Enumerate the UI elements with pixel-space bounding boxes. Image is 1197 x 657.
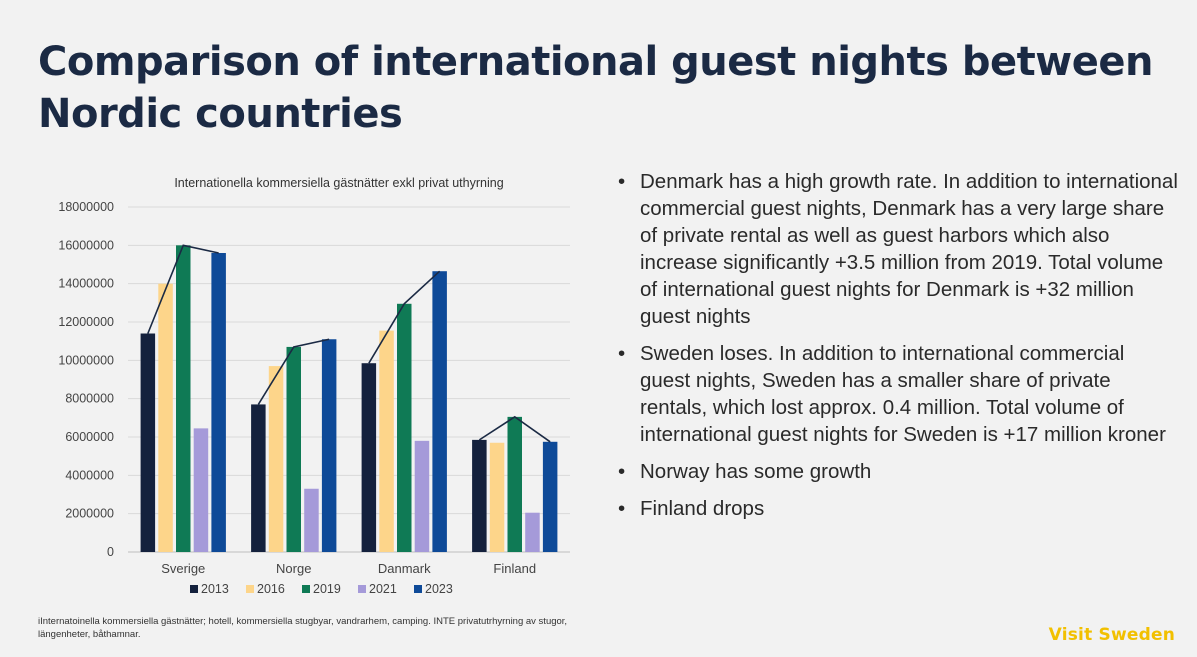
- legend-swatch: [302, 585, 310, 593]
- x-tick-label: Norge: [276, 561, 311, 576]
- legend-swatch: [358, 585, 366, 593]
- bar: [176, 245, 191, 552]
- bar: [489, 442, 505, 552]
- footnote: iInternatoinella kommersiella gästnätter…: [38, 616, 568, 640]
- bar: [414, 440, 430, 552]
- chart-title: Internationella kommersiella gästnätter …: [174, 176, 503, 190]
- trend-line: [257, 338, 330, 405]
- chart-area: Internationella kommersiella gästnätter …: [30, 168, 590, 608]
- y-tick-label: 10000000: [58, 353, 114, 367]
- x-tick-label: Danmark: [378, 561, 431, 576]
- y-tick-label: 14000000: [58, 277, 114, 291]
- bullet-text: Finland drops: [640, 497, 765, 520]
- bullet-dot: •: [618, 170, 626, 193]
- legend-swatch: [190, 585, 198, 593]
- y-tick-label: 16000000: [58, 238, 114, 252]
- trend-line: [147, 244, 219, 334]
- bar: [542, 441, 558, 552]
- y-tick-label: 0: [107, 545, 114, 559]
- bar: [211, 253, 226, 552]
- bar: [251, 404, 266, 552]
- legend-label: 2016: [257, 582, 285, 596]
- bar-chart: Internationella kommersiella gästnätter …: [58, 176, 570, 596]
- bar: [379, 330, 394, 552]
- x-tick-label: Finland: [493, 561, 536, 576]
- bar: [432, 271, 447, 552]
- legend-label: 2013: [201, 582, 229, 596]
- bullet-item: • Sweden loses. In addition to internatio…: [618, 340, 1178, 448]
- brand-logo: Visit Sweden: [1048, 625, 1175, 645]
- y-tick-label: 4000000: [65, 468, 114, 482]
- bar: [321, 339, 337, 552]
- bullet-item: • Finland drops: [618, 495, 1178, 522]
- legend-label: 2021: [369, 582, 397, 596]
- bullet-list: • Denmark has a high growth rate. In addi…: [618, 168, 1178, 532]
- bar: [507, 416, 522, 552]
- bar: [286, 346, 301, 552]
- bar: [304, 488, 319, 552]
- trend-line: [478, 415, 551, 443]
- bullet-dot: •: [618, 460, 626, 483]
- bullet-text: Norway has some growth: [640, 460, 872, 483]
- bar: [472, 439, 487, 552]
- y-tick-label: 2000000: [65, 507, 114, 521]
- legend-swatch: [246, 585, 254, 593]
- bullet-item: • Norway has some growth: [618, 458, 1178, 485]
- bar: [158, 283, 173, 552]
- y-tick-label: 6000000: [65, 430, 114, 444]
- trend-line: [368, 270, 441, 364]
- bar: [525, 512, 540, 552]
- bullet-item: • Denmark has a high growth rate. In addi…: [618, 168, 1178, 330]
- legend-label: 2019: [313, 582, 341, 596]
- y-tick-label: 18000000: [58, 200, 114, 214]
- bar: [268, 366, 284, 552]
- bullet-dot: •: [618, 342, 626, 365]
- y-tick-label: 8000000: [65, 392, 114, 406]
- bar: [193, 428, 209, 552]
- y-tick-label: 12000000: [58, 315, 114, 329]
- legend-label: 2023: [425, 582, 453, 596]
- bar: [397, 303, 412, 552]
- bar: [140, 333, 156, 552]
- bullet-text: Sweden loses. In addition to internation…: [640, 342, 1166, 446]
- slide-title: Comparison of international guest nights…: [38, 39, 1153, 137]
- bullet-dot: •: [618, 497, 626, 520]
- x-tick-label: Sverige: [161, 561, 205, 576]
- bullet-text: Denmark has a high growth rate. In addit…: [640, 170, 1178, 328]
- legend-swatch: [414, 585, 422, 593]
- bar: [361, 363, 377, 552]
